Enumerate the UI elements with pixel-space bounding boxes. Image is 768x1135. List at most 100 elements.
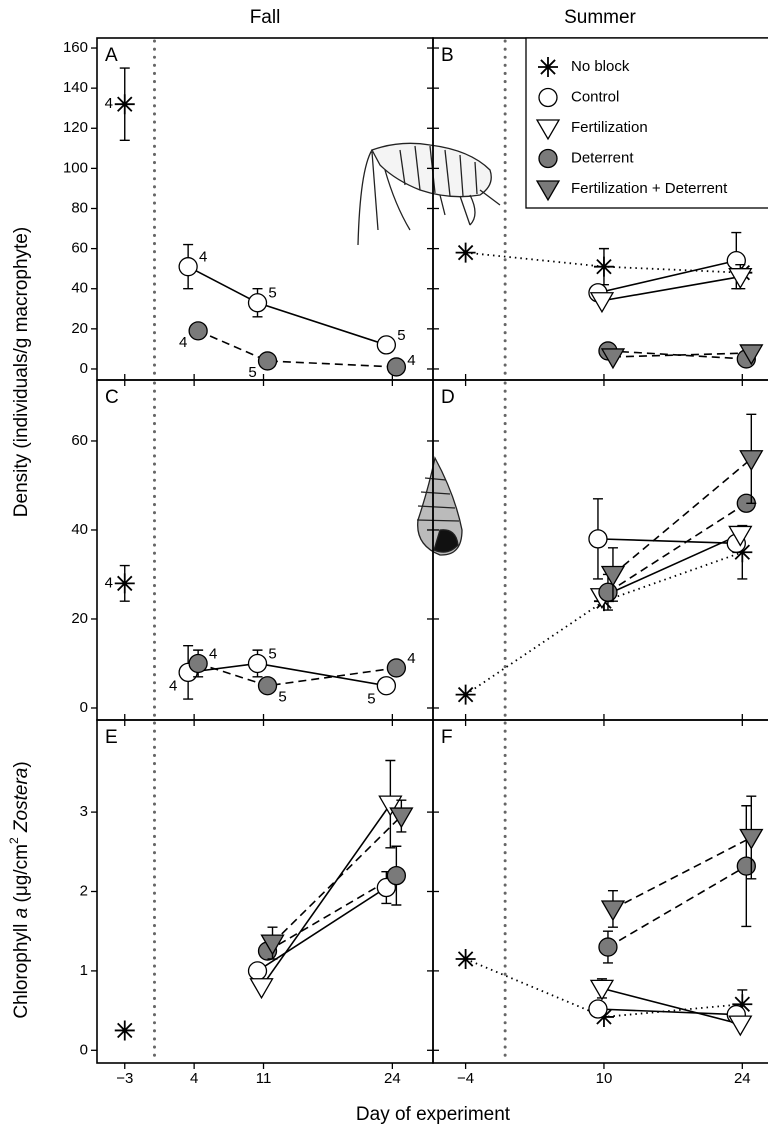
- sample-size-label: 5: [248, 364, 256, 381]
- star-marker: [538, 57, 558, 77]
- triangle-marker: [728, 525, 753, 547]
- y-tick-label: 0: [80, 1041, 88, 1058]
- y-tick-label: 120: [63, 119, 88, 136]
- amphipod-drawing: [357, 142, 501, 246]
- sample-size-label: 5: [397, 327, 405, 344]
- label-part: a: [11, 908, 32, 919]
- star-marker: [114, 1020, 135, 1041]
- sample-size-label: 4: [407, 352, 415, 369]
- label-part: (μg/cm: [11, 844, 32, 908]
- y-tick-label: 0: [80, 699, 88, 716]
- star-marker: [593, 1006, 614, 1027]
- circle-marker: [538, 148, 558, 169]
- sample-size-label: 5: [367, 691, 375, 708]
- y-tick-label: 100: [63, 159, 88, 176]
- triangle-marker: [728, 268, 753, 289]
- star-marker: [455, 948, 476, 969]
- star-marker: [732, 994, 753, 1015]
- series-line: [267, 874, 397, 952]
- y-tick-label: 20: [71, 320, 88, 337]
- label-part: 2: [7, 837, 21, 844]
- triangle-marker: [378, 795, 403, 817]
- series-line: [597, 538, 737, 545]
- triangle-marker: [600, 348, 626, 370]
- legend-label: Fertilization + Deterrent: [571, 180, 728, 197]
- circle-marker: [247, 653, 268, 674]
- y-tick-label: 0: [80, 360, 88, 377]
- series-line: [601, 275, 741, 302]
- series-line: [271, 815, 402, 944]
- triangle-marker: [535, 119, 561, 141]
- triangle-marker: [728, 1015, 753, 1037]
- label-part: Chlorophyll: [11, 918, 32, 1018]
- star-marker: [114, 573, 135, 594]
- triangle-marker: [589, 292, 615, 314]
- sample-size-label: 4: [105, 95, 113, 112]
- circle-marker: [598, 582, 618, 602]
- circle-marker: [386, 357, 407, 377]
- y-tick-label: 1: [80, 962, 88, 979]
- snail-drawing: [416, 456, 463, 556]
- legend-label: Fertilization: [571, 119, 648, 136]
- series-line: [601, 987, 741, 1025]
- x-axis-label: Day of experiment: [356, 1104, 511, 1125]
- legend-box: [525, 37, 768, 209]
- triangle-marker: [739, 344, 764, 366]
- series-line: [607, 865, 747, 948]
- y-tick-label: 80: [71, 199, 88, 216]
- series-line: [612, 352, 752, 358]
- sample-size-label: 4: [105, 574, 113, 591]
- triangle-marker: [260, 934, 285, 956]
- x-tick-label: 24: [734, 1070, 751, 1087]
- series-line: [597, 1008, 737, 1016]
- series-line: [187, 265, 387, 346]
- triangle-marker: [389, 807, 414, 829]
- circle-marker: [247, 961, 268, 981]
- triangle-marker: [739, 828, 764, 850]
- series-line: [465, 551, 743, 696]
- star-marker: [455, 684, 476, 705]
- star-marker: [593, 256, 614, 277]
- sample-size-label: 4: [209, 645, 217, 662]
- y-tick-label: 20: [71, 610, 88, 627]
- circle-marker: [386, 658, 407, 678]
- circle-marker: [257, 676, 278, 696]
- triangle-marker: [589, 979, 615, 1001]
- series-line: [257, 886, 387, 972]
- panel-letter: F: [441, 727, 453, 748]
- panel-frame: [96, 37, 434, 381]
- sample-size-label: 4: [407, 650, 415, 667]
- y-axis-label: Chlorophyll a (μg/cm2 Zostera): [7, 761, 32, 1018]
- y-tick-label: 2: [80, 882, 88, 899]
- star-marker: [455, 242, 476, 263]
- x-tick-label: 11: [256, 1070, 272, 1087]
- label-part: ): [11, 761, 32, 767]
- panel-letter: B: [441, 45, 454, 66]
- sample-size-label: 4: [199, 249, 207, 266]
- triangle-marker: [739, 450, 764, 472]
- series-line: [607, 350, 747, 360]
- circle-marker: [188, 653, 208, 674]
- triangle-marker: [249, 978, 274, 1000]
- y-tick-label: 60: [71, 240, 88, 257]
- x-tick-label: 4: [190, 1070, 198, 1087]
- series-line: [601, 533, 741, 598]
- circle-marker: [376, 676, 397, 696]
- panel-letter: D: [441, 387, 455, 408]
- sample-size-label: 4: [169, 677, 177, 694]
- triangle-marker: [600, 565, 626, 587]
- circle-marker: [538, 87, 558, 108]
- series-line: [260, 803, 392, 988]
- column-title: Summer: [564, 7, 636, 28]
- circle-marker: [386, 865, 407, 886]
- circle-marker: [188, 321, 208, 341]
- star-marker: [732, 542, 753, 563]
- panel-letter: C: [105, 387, 119, 408]
- panel-letter: A: [105, 45, 118, 66]
- y-tick-label: 40: [71, 521, 88, 538]
- circle-marker: [588, 999, 608, 1019]
- sample-size-label: 5: [268, 645, 276, 662]
- circle-marker: [726, 251, 746, 271]
- circle-marker: [588, 529, 608, 549]
